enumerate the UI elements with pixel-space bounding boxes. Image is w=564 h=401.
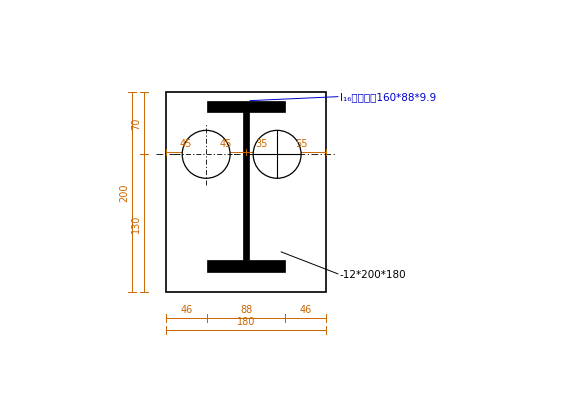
Text: 180: 180 [237, 316, 255, 326]
Text: I₁₆工字钒为160*88*9.9: I₁₆工字钒为160*88*9.9 [340, 92, 436, 102]
Text: 88: 88 [240, 304, 252, 314]
Bar [244, 113, 249, 261]
Circle shape [253, 131, 301, 179]
Bar [166, 93, 326, 292]
Text: 200: 200 [120, 183, 129, 202]
Bar [207, 101, 285, 113]
Text: 45: 45 [220, 139, 232, 149]
Text: 55: 55 [296, 139, 308, 149]
Text: 46: 46 [299, 304, 312, 314]
Bar [207, 261, 285, 272]
Text: 70: 70 [131, 118, 142, 130]
Text: 130: 130 [131, 215, 142, 233]
Text: 45: 45 [180, 139, 192, 149]
Text: 35: 35 [255, 139, 268, 149]
Text: 46: 46 [180, 304, 193, 314]
Circle shape [182, 131, 230, 179]
Text: -12*200*180: -12*200*180 [340, 269, 407, 279]
